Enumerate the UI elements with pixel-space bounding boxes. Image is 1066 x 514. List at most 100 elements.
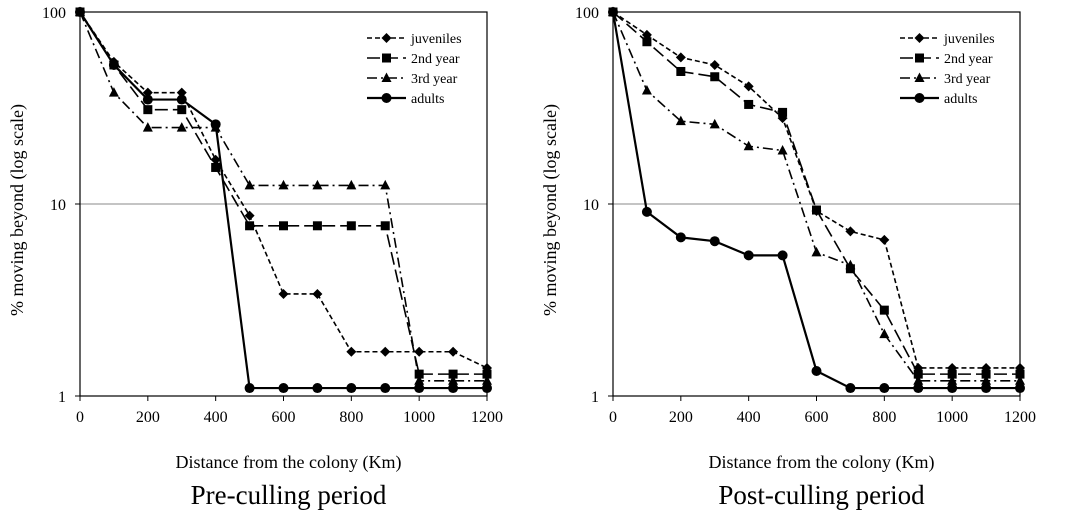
data-point [278, 383, 289, 394]
legend-label: 3rd year [944, 72, 991, 87]
data-point [879, 234, 890, 245]
data-point [845, 259, 856, 270]
x-tick-label: 800 [339, 409, 363, 426]
legend: juveniles 2nd year 3rd year adults [900, 32, 995, 107]
data-point [1015, 369, 1025, 379]
data-point [845, 383, 856, 394]
chart-pre-culling: 0 200 400 600 800 1000 1200 1 10 100 Distance from… [7, 5, 503, 510]
chart-title: Pre-culling period [191, 480, 387, 510]
data-point [641, 206, 652, 217]
data-point [675, 232, 686, 243]
legend-marker [381, 93, 392, 103]
x-tick-label: 1000 [936, 409, 968, 426]
data-point [1015, 383, 1025, 394]
chart-panel-pre-culling: 0 200 400 600 800 1000 1200 1 10 100 Distance from… [7, 5, 503, 510]
data-point [414, 383, 425, 394]
data-point [744, 99, 754, 109]
data-point [245, 221, 255, 231]
data-point [380, 221, 390, 231]
series-3rd-year [75, 6, 492, 385]
x-tick-label: 1200 [1004, 409, 1036, 426]
data-point [981, 375, 992, 385]
data-point [312, 179, 323, 190]
data-point [641, 85, 652, 95]
data-point [177, 105, 187, 115]
data-point [777, 144, 788, 155]
data-point [913, 383, 924, 394]
y-tick-label: 1 [58, 389, 66, 406]
x-tick-label: 0 [609, 409, 617, 426]
data-point [743, 81, 754, 92]
data-point [380, 383, 391, 394]
data-point [414, 375, 425, 385]
x-tick-label: 200 [136, 409, 160, 426]
y-tick-label: 100 [42, 5, 66, 22]
data-point [312, 383, 323, 394]
data-point [448, 383, 459, 394]
data-point [482, 375, 492, 385]
data-point [743, 250, 754, 261]
data-point [108, 87, 119, 97]
legend-label: juveniles [943, 32, 995, 47]
data-point [346, 179, 357, 190]
data-point [676, 66, 686, 76]
data-point [811, 365, 822, 376]
x-tick-label: 600 [805, 409, 829, 426]
data-point [278, 288, 289, 299]
chart-panel-post-culling: 0 200 400 600 800 1000 1200 1 10 100 Distance from… [533, 0, 1066, 514]
data-point [210, 119, 221, 130]
series-2nd-year [608, 7, 1025, 379]
series-line [79, 11, 487, 390]
data-point [642, 37, 652, 47]
data-point [448, 346, 459, 357]
data-point [448, 375, 459, 385]
legend-label: juveniles [410, 32, 462, 47]
data-point [414, 346, 425, 357]
data-point [812, 205, 821, 215]
series-adults [75, 7, 492, 394]
x-tick-label: 400 [737, 409, 761, 426]
data-point [211, 162, 221, 172]
data-point [947, 375, 958, 385]
legend: juveniles 2nd year 3rd year adults [367, 32, 462, 107]
data-point [244, 179, 255, 190]
data-point [879, 328, 890, 339]
data-point [346, 346, 357, 357]
data-point [913, 375, 924, 385]
data-point [845, 226, 856, 237]
data-point [142, 87, 153, 98]
legend-label: 2nd year [411, 52, 460, 67]
series-adults [608, 7, 1025, 394]
x-tick-label: 800 [872, 409, 896, 426]
series-line [79, 11, 487, 382]
data-point [312, 221, 322, 231]
data-point [176, 94, 187, 105]
data-point [778, 107, 788, 117]
data-point [981, 369, 991, 379]
x-tick-label: 600 [272, 409, 296, 426]
data-point [75, 7, 85, 17]
series-3rd-year [608, 6, 1025, 385]
data-point [608, 7, 618, 17]
data-point [143, 105, 153, 115]
legend-label: adults [944, 92, 977, 107]
data-point [879, 383, 890, 394]
data-point [278, 179, 289, 190]
legend-marker [914, 33, 925, 43]
data-point [482, 383, 492, 394]
series-line [611, 11, 1020, 390]
data-point [710, 72, 720, 82]
data-point [244, 383, 255, 394]
legend-marker [382, 53, 391, 63]
data-point [482, 369, 492, 379]
legend-marker [914, 72, 925, 82]
data-point [380, 346, 391, 357]
legend-marker [915, 53, 924, 63]
y-tick-label: 10 [583, 197, 599, 214]
data-point [108, 59, 119, 70]
legend-marker [381, 33, 392, 43]
data-point [414, 369, 424, 379]
legend-label: 2nd year [944, 52, 993, 67]
data-point [176, 87, 187, 98]
x-tick-label: 1200 [471, 409, 503, 426]
